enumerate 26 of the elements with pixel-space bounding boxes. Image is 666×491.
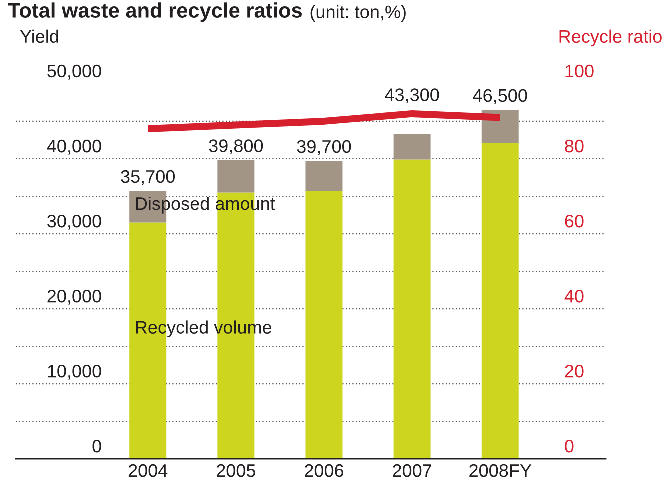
chart-subtitle: (unit: ton,%)	[310, 5, 406, 22]
y2-tick-label: 80	[565, 140, 584, 153]
total-label: 46,500	[473, 89, 528, 104]
chart-title: Total waste and recycle ratios	[8, 2, 302, 22]
y2-axis-title: Recycle ratio	[560, 30, 662, 47]
y-tick-label: 0	[92, 440, 102, 453]
y2-tick-label: 20	[565, 364, 584, 378]
x-tick-label: 2007	[393, 464, 432, 478]
y-tick-label: 40,000	[47, 140, 102, 155]
y2-tick-label: 60	[565, 214, 584, 228]
x-tick-label: 2006	[305, 464, 344, 478]
y-tick-label: 50,000	[48, 64, 102, 80]
y2-tick-label: 100	[566, 64, 594, 78]
total-label: 39,700	[297, 140, 352, 156]
y-axis-title: Yield	[20, 30, 58, 44]
total-label: 35,700	[121, 170, 175, 186]
y2-tick-label: 0	[565, 440, 574, 453]
x-tick-label: 2005	[216, 464, 256, 478]
total-label: 39,800	[209, 140, 264, 155]
y-tick-label: 30,000	[48, 214, 102, 230]
y2-tick-label: 40	[564, 290, 584, 303]
x-tick-label: 2004	[128, 464, 168, 478]
y-tick-label: 20,000	[48, 290, 102, 305]
y-tick-label: 10,000	[48, 364, 102, 380]
x-tick-label: 2008FY	[470, 464, 532, 478]
total-label: 43,300	[385, 88, 440, 104]
